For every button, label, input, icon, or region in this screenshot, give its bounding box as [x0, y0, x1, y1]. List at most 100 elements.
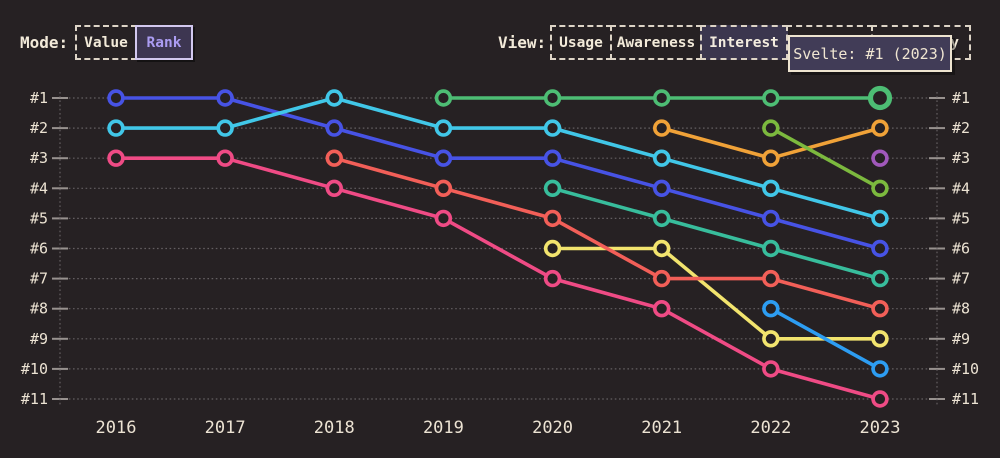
y-axis-label-left: #10 [21, 360, 48, 378]
y-axis-label-right: #4 [952, 179, 970, 197]
y-axis-label-left: #9 [30, 330, 48, 348]
data-point-cyan-2022[interactable] [762, 179, 780, 198]
x-axis-label: 2022 [750, 418, 791, 438]
data-point-svelte-2023-highlighted[interactable] [867, 85, 893, 111]
data-point-orange-2022[interactable] [762, 149, 780, 167]
data-point-indigo-2017[interactable] [216, 89, 234, 107]
data-point-indigo-2023[interactable] [871, 239, 889, 258]
series-line-bright-blue [769, 306, 882, 371]
x-axis-label: 2021 [641, 418, 682, 438]
data-point-svelte-2019[interactable] [434, 89, 453, 107]
data-point-pink-2019[interactable] [434, 209, 453, 228]
tooltip: Svelte: #1 (2023) [788, 35, 952, 72]
data-point-indigo-2022[interactable] [762, 209, 780, 228]
data-point-cyan-2023[interactable] [871, 209, 889, 228]
data-point-svelte-2022[interactable] [762, 89, 780, 107]
data-point-salmon-2022[interactable] [762, 269, 780, 288]
data-point-salmon-2023[interactable] [871, 300, 889, 318]
tooltip-text: Svelte: #1 (2023) [793, 44, 947, 63]
data-point-bright-blue-2022[interactable] [762, 300, 780, 318]
y-axis-label-right: #6 [952, 240, 970, 258]
data-point-pink-2021[interactable] [652, 300, 671, 318]
x-axis-label: 2018 [314, 418, 355, 438]
y-axis-label-right: #1 [952, 89, 970, 107]
data-point-salmon-2021[interactable] [652, 269, 671, 288]
data-point-teal-2021[interactable] [652, 209, 671, 228]
y-axis-label-right: #9 [952, 330, 970, 348]
y-axis-label-left: #7 [30, 270, 48, 288]
data-point-teal-2020[interactable] [543, 179, 562, 198]
data-point-orange-2023[interactable] [871, 119, 889, 137]
y-axis-label-right: #2 [952, 119, 970, 137]
data-point-indigo-2018[interactable] [325, 119, 343, 137]
data-point-pink-2022[interactable] [762, 360, 780, 378]
data-point-pink-2016[interactable] [107, 149, 125, 167]
y-axis-label-right: #10 [952, 360, 979, 378]
data-point-yellow-2022[interactable] [762, 330, 780, 348]
data-point-cyan-2020[interactable] [543, 119, 562, 137]
data-point-indigo-2021[interactable] [652, 179, 671, 198]
series-line-pink [114, 156, 882, 401]
y-axis-label-right: #5 [952, 209, 970, 227]
view-option-usage[interactable]: Usage [550, 25, 612, 60]
y-axis-label-left: #1 [30, 89, 48, 107]
data-point-pink-2023[interactable] [871, 390, 889, 408]
data-point-teal-2023[interactable] [871, 269, 889, 288]
y-axis-label-right: #7 [952, 270, 970, 288]
mode-button-group: Value Rank [75, 25, 193, 60]
x-axis-label: 2020 [532, 418, 573, 438]
data-point-yellow-2021[interactable] [652, 239, 671, 258]
view-label: View: [498, 33, 547, 52]
series-line-salmon [332, 156, 882, 311]
view-option-awareness[interactable]: Awareness [610, 25, 702, 60]
data-point-indigo-2020[interactable] [543, 149, 562, 167]
data-point-pink-2017[interactable] [216, 149, 234, 167]
data-point-pink-2018[interactable] [325, 179, 343, 198]
data-point-svelte-2020[interactable] [543, 89, 562, 107]
data-point-cyan-2019[interactable] [434, 119, 453, 137]
series-line-cyan [114, 96, 882, 221]
data-point-salmon-2018[interactable] [325, 149, 343, 167]
y-axis-label-left: #4 [30, 179, 48, 197]
data-point-svelte-2021[interactable] [652, 89, 671, 107]
data-point-bright-blue-2023[interactable] [871, 360, 889, 378]
data-point-olive-green-2023[interactable] [871, 179, 889, 198]
data-point-indigo-2016[interactable] [107, 89, 125, 107]
data-point-cyan-2017[interactable] [216, 119, 234, 137]
data-point-cyan-2016[interactable] [107, 119, 125, 137]
data-point-yellow-2023[interactable] [871, 330, 889, 348]
data-point-olive-green-2022[interactable] [762, 119, 780, 137]
x-axis-label: 2023 [860, 418, 901, 438]
data-point-cyan-2018[interactable] [325, 89, 343, 107]
mode-option-value[interactable]: Value [75, 25, 137, 60]
data-point-purple-2023[interactable] [871, 149, 889, 167]
y-axis-label-left: #11 [21, 390, 48, 408]
mode-option-rank[interactable]: Rank [135, 25, 193, 60]
view-option-interest[interactable]: Interest [700, 25, 788, 60]
x-axis-label: 2017 [205, 418, 246, 438]
y-axis-label-left: #3 [30, 149, 48, 167]
series-line-teal [550, 186, 882, 281]
data-point-teal-2022[interactable] [762, 239, 780, 258]
mode-label: Mode: [20, 33, 69, 52]
data-point-salmon-2019[interactable] [434, 179, 453, 198]
data-point-cyan-2021[interactable] [652, 149, 671, 167]
data-point-yellow-2020[interactable] [543, 239, 562, 258]
y-axis-label-left: #8 [30, 300, 48, 318]
data-point-indigo-2019[interactable] [434, 149, 453, 167]
series-line-olive-green [769, 126, 882, 191]
y-axis-label-left: #5 [30, 209, 48, 227]
y-axis-label-right: #11 [952, 390, 979, 408]
y-axis-label-left: #2 [30, 119, 48, 137]
data-point-salmon-2020[interactable] [543, 209, 562, 228]
series-line-indigo [114, 96, 882, 251]
x-axis-label: 2016 [96, 418, 137, 438]
y-axis-label-right: #8 [952, 300, 970, 318]
x-axis-label: 2019 [423, 418, 464, 438]
data-point-orange-2021[interactable] [652, 119, 671, 137]
y-axis-label-right: #3 [952, 149, 970, 167]
data-point-pink-2020[interactable] [543, 269, 562, 288]
y-axis-label-left: #6 [30, 240, 48, 258]
